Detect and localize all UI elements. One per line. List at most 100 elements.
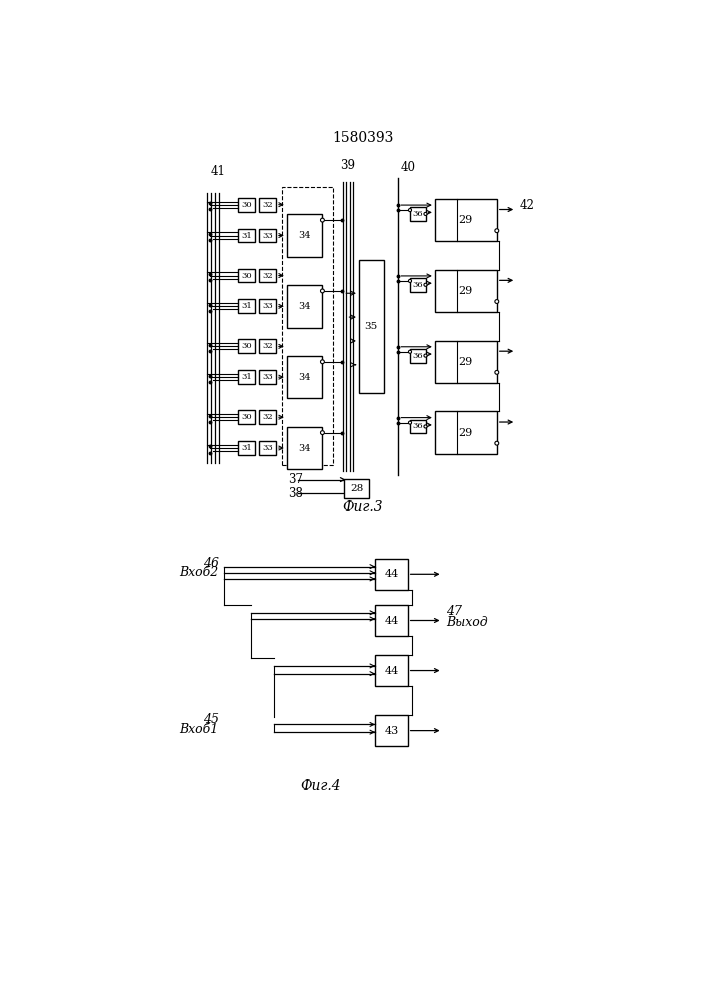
Circle shape [320, 360, 325, 364]
Bar [238, 198, 255, 212]
Text: 32: 32 [262, 413, 273, 421]
Bar [259, 441, 276, 455]
Text: 32: 32 [262, 272, 273, 280]
Bar [435, 199, 497, 241]
Bar [238, 370, 255, 384]
Text: 35: 35 [365, 322, 378, 331]
Bar [344, 479, 369, 498]
Bar [287, 214, 322, 257]
Text: 33: 33 [262, 232, 273, 239]
Text: Фиг.4: Фиг.4 [300, 779, 341, 793]
Bar [238, 229, 255, 242]
Text: 36: 36 [412, 281, 423, 289]
Bar [238, 299, 255, 313]
Bar [287, 356, 322, 398]
Circle shape [409, 421, 411, 424]
Text: 33: 33 [262, 444, 273, 452]
Text: 30: 30 [241, 413, 252, 421]
Text: 33: 33 [262, 373, 273, 381]
Bar [410, 207, 426, 221]
Bar [259, 198, 276, 212]
Text: 41: 41 [211, 165, 226, 178]
Text: 31: 31 [241, 302, 252, 310]
Text: 29: 29 [459, 357, 473, 367]
Text: 31: 31 [241, 373, 252, 381]
Bar [259, 370, 276, 384]
Bar [259, 339, 276, 353]
Text: 38: 38 [288, 487, 303, 500]
Text: 44: 44 [385, 569, 399, 579]
Circle shape [320, 218, 325, 222]
Text: 34: 34 [298, 231, 311, 240]
Circle shape [424, 425, 427, 428]
Text: 31: 31 [241, 232, 252, 239]
Text: 28: 28 [350, 484, 363, 493]
Bar [259, 269, 276, 282]
Bar [410, 278, 426, 292]
Bar [238, 339, 255, 353]
Bar [375, 559, 408, 590]
Text: 34: 34 [298, 302, 311, 311]
Circle shape [424, 283, 427, 286]
Bar [435, 270, 497, 312]
Text: 44: 44 [385, 615, 399, 626]
Text: Вхоб2: Вхоб2 [180, 566, 218, 579]
Bar [375, 605, 408, 636]
Bar [410, 349, 426, 363]
Text: 36: 36 [412, 422, 423, 430]
Bar [259, 410, 276, 424]
Text: 32: 32 [262, 342, 273, 350]
Circle shape [424, 354, 427, 357]
Circle shape [495, 441, 498, 445]
Circle shape [409, 350, 411, 353]
Bar [259, 299, 276, 313]
Text: 1580393: 1580393 [332, 131, 393, 145]
Bar [287, 427, 322, 469]
Text: 33: 33 [262, 302, 273, 310]
Text: 45: 45 [203, 713, 218, 726]
Text: Вхоб1: Вхоб1 [180, 723, 218, 736]
Text: 43: 43 [385, 726, 399, 736]
Bar [238, 269, 255, 282]
Bar [359, 260, 384, 393]
Bar [259, 229, 276, 242]
Circle shape [495, 229, 498, 233]
Text: 29: 29 [459, 286, 473, 296]
Bar [435, 411, 497, 454]
Text: 31: 31 [241, 444, 252, 452]
Circle shape [409, 279, 411, 282]
Bar [435, 341, 497, 383]
Text: 29: 29 [459, 428, 473, 438]
Circle shape [495, 300, 498, 303]
Bar [410, 420, 426, 433]
Bar [238, 441, 255, 455]
Bar [287, 285, 322, 328]
Bar [375, 655, 408, 686]
Circle shape [320, 431, 325, 435]
Text: 46: 46 [203, 557, 218, 570]
Text: 36: 36 [412, 210, 423, 218]
Text: Выход: Выход [446, 616, 488, 629]
Text: Фиг.3: Фиг.3 [342, 500, 383, 514]
Circle shape [409, 209, 411, 212]
Circle shape [320, 289, 325, 293]
Text: 34: 34 [298, 373, 311, 382]
Text: 44: 44 [385, 666, 399, 676]
Text: 36: 36 [412, 352, 423, 360]
Bar [238, 410, 255, 424]
Text: 37: 37 [288, 473, 303, 486]
Text: 34: 34 [298, 444, 311, 453]
Text: 39: 39 [340, 159, 355, 172]
Text: 47: 47 [446, 605, 462, 618]
Text: 42: 42 [520, 199, 535, 212]
Circle shape [495, 370, 498, 374]
Circle shape [424, 212, 427, 215]
Bar [375, 715, 408, 746]
Text: 29: 29 [459, 215, 473, 225]
Text: 40: 40 [401, 161, 416, 174]
Text: 30: 30 [241, 342, 252, 350]
Text: 32: 32 [262, 201, 273, 209]
Text: 30: 30 [241, 272, 252, 280]
Bar [282, 187, 332, 465]
Text: 30: 30 [241, 201, 252, 209]
